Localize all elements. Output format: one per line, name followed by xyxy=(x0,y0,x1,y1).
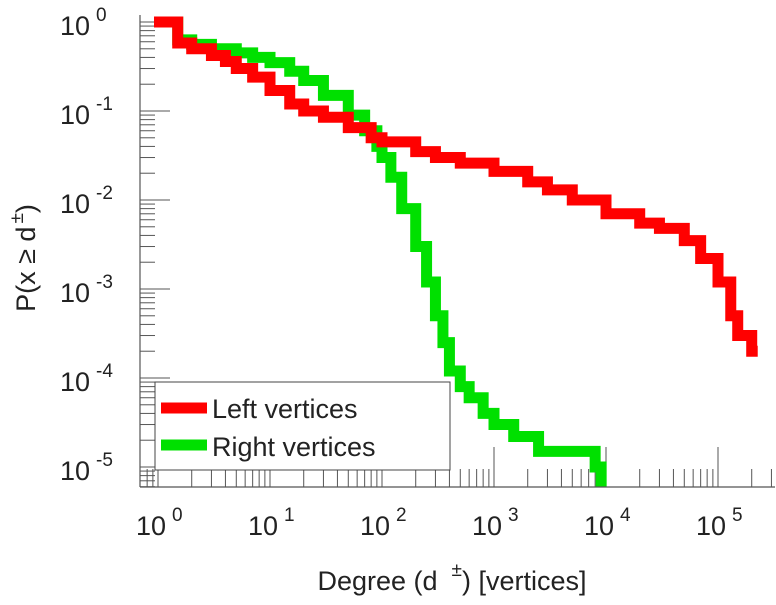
y-tick-label: 10-2 xyxy=(60,183,113,219)
x-axis-label: Degree (d±) [vertices] xyxy=(317,560,586,596)
series-line-left-vertices xyxy=(154,22,758,351)
y-tick-label: 10-4 xyxy=(60,361,113,397)
y-tick-label: 10-3 xyxy=(60,272,113,308)
y-tick-label: 10-5 xyxy=(60,450,113,486)
legend-label-right: Right vertices xyxy=(212,432,376,462)
legend: Left vertices Right vertices xyxy=(155,382,450,470)
legend-label-left: Left vertices xyxy=(212,394,358,424)
y-axis-label: P(x ≥ d±) xyxy=(7,204,41,312)
y-tick-label: 10-1 xyxy=(60,94,113,130)
